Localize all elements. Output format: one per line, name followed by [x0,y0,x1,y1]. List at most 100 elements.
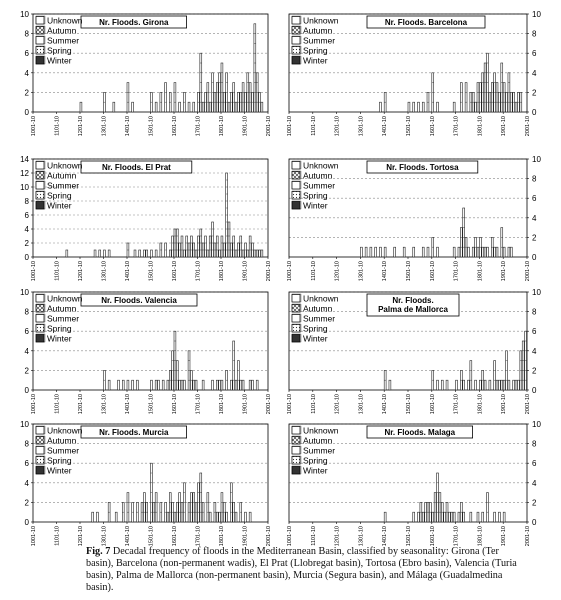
bar-rect [234,379,238,391]
y-tick-label: 2 [25,366,30,375]
bar [248,235,252,258]
bar [469,511,473,523]
bar [467,246,470,258]
legend-label-spring: Spring [47,46,72,56]
bar-rect [251,379,254,391]
bar-rect [474,379,477,391]
bar-rect [190,235,193,258]
bar-rect [493,511,496,523]
bar-rect [190,492,193,523]
bar-rect [248,235,252,258]
legend-label-winter: Winter [303,201,328,211]
chart-title: Nr. Floods. Tortosa [386,163,459,172]
bar [91,511,94,523]
bar-rect [483,379,487,391]
bar [185,235,188,258]
x-tick-label: 1301-10 [102,116,108,136]
legend-swatch-spring [291,46,301,55]
bar-rect [138,249,141,258]
chart-title-box: Nr. Floods.Palma de Mallorca [366,293,460,317]
x-tick-label: 1501-10 [406,526,412,546]
bar [248,511,252,523]
bar [218,72,221,113]
legend-label-spring: Spring [47,191,72,201]
legend-label-autumn: Autumn [47,304,77,314]
legend-swatch-summer [35,36,45,45]
bar [178,101,181,113]
bar [150,92,153,113]
bar-rect [481,246,484,258]
bar-rect [227,221,231,258]
bar [230,482,233,523]
bar [234,249,238,258]
bar [431,237,435,258]
bar [239,235,242,258]
bar-rect [117,379,120,391]
bar [208,511,212,523]
bar [133,249,137,258]
bar [510,92,513,113]
bar [96,511,99,523]
bar [136,379,139,391]
x-tick-label: 1401-10 [125,394,131,414]
bar [462,511,465,523]
x-tick-label: 1201-10 [335,394,341,414]
bar [93,249,97,258]
legend-swatch-autumn [291,26,301,35]
bar [126,492,130,523]
bar-rect [208,511,212,523]
bar [514,379,518,391]
y-tick-label: 6 [532,194,537,203]
bar-rect [112,101,116,113]
bar-rect [421,511,425,523]
bar [187,350,191,391]
legend-label-autumn: Autumn [303,304,333,314]
bar [232,82,235,113]
y-tick-label: 0 [25,253,30,262]
bar-rect [161,379,165,391]
bar [241,249,245,258]
bar [192,242,195,258]
legend-label-summer: Summer [303,446,335,456]
x-tick-label: 2001-10 [525,394,531,414]
bar [190,235,193,258]
bar-rect [206,249,210,258]
bar [510,246,513,258]
bar [206,492,210,523]
x-tick-label: 1801-10 [219,394,225,414]
bar [244,92,247,113]
bar-rect [510,246,513,258]
bar-rect [379,101,382,113]
y-tick-label: 6 [25,327,30,336]
bar-rect [483,246,487,258]
bar [183,379,186,391]
bar [173,511,177,523]
bar [107,379,111,391]
legend-swatch-autumn [291,436,301,445]
bar [218,379,221,391]
bar-rect [467,379,470,391]
bar [218,249,221,258]
bar [150,462,153,523]
bar-rect [260,249,264,258]
legend-swatch-autumn [35,304,45,313]
legend-swatch-spring [35,46,45,55]
bar-rect [211,379,214,391]
bar-rect [157,379,160,391]
legend-label-summer: Summer [47,314,79,324]
bar-rect [457,246,461,258]
bar [462,207,465,258]
bar [176,360,179,391]
bar [436,101,439,113]
x-tick-label: 1701-10 [454,116,460,136]
bar-rect [433,492,437,523]
bar [383,511,387,523]
y-tick-label: 0 [532,108,537,117]
bar [216,379,219,391]
legend-swatch-spring [291,324,301,333]
bar [65,249,69,258]
chart-title-box: Nr. Floods. El Prat [80,160,193,174]
bar [117,379,120,391]
chart-title: Nr. Floods. Barcelona [385,18,468,27]
